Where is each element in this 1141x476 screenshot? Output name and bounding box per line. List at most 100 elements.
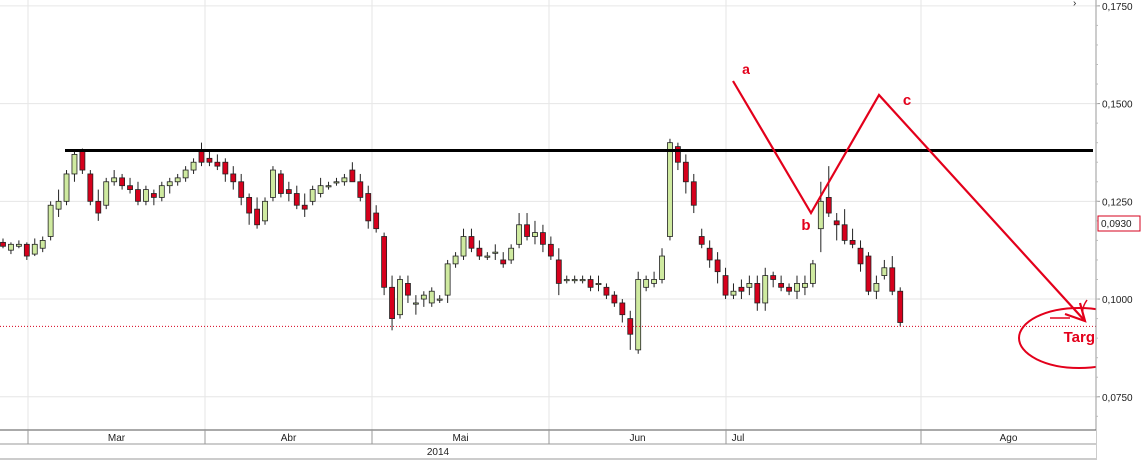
- candle-body: [508, 247, 515, 261]
- candle-body: [325, 185, 332, 188]
- candle-body: [460, 236, 467, 257]
- candle-body: [555, 259, 562, 284]
- candle-body: [452, 255, 459, 265]
- candle-body: [873, 283, 880, 292]
- candle-body: [206, 157, 213, 163]
- month-label: Mai: [452, 433, 468, 444]
- candle-body: [849, 240, 856, 245]
- candle-body: [301, 204, 308, 210]
- candle-body: [103, 181, 110, 206]
- candle-body: [381, 236, 388, 288]
- y-axis: 0,0750 0,1000 0,1250 0,1500 0,1750: [1096, 2, 1133, 417]
- candle-body: [357, 181, 364, 198]
- candle-body: [540, 232, 546, 245]
- last-price-box: [1097, 215, 1141, 232]
- candle-body: [15, 243, 22, 247]
- y-axis-background: [1096, 0, 1141, 476]
- candle-body: [738, 286, 745, 292]
- candle-body: [143, 189, 149, 202]
- candle-body: [349, 169, 356, 183]
- candle-body: [659, 255, 665, 280]
- candle-body: [675, 146, 681, 163]
- candle-body: [39, 240, 46, 249]
- candle-body: [778, 283, 785, 288]
- wave-path: [732, 80, 1086, 322]
- candle-body: [317, 185, 324, 194]
- grid: [0, 0, 1096, 430]
- candle-body: [214, 161, 221, 167]
- candle-body: [198, 150, 205, 163]
- candle-body: [277, 173, 284, 194]
- candle-body: [405, 283, 411, 296]
- candle-body: [8, 243, 14, 251]
- candle-body: [182, 169, 189, 179]
- candle-body: [682, 161, 689, 183]
- candle-body: [190, 161, 197, 171]
- candle-body: [397, 279, 403, 316]
- candle-body: [262, 200, 268, 222]
- candle-body: [47, 204, 54, 237]
- candle-body: [579, 279, 586, 282]
- candle-body: [786, 286, 792, 292]
- candle-body: [31, 243, 38, 255]
- candle-body: [516, 224, 522, 245]
- annotation-label-c: c: [903, 92, 911, 109]
- candle-body: [285, 189, 292, 194]
- candle-body: [897, 290, 904, 323]
- month-label: Abr: [281, 433, 297, 444]
- candle-body: [0, 241, 6, 247]
- candle-body: [444, 263, 451, 296]
- month-label: Ago: [1000, 433, 1018, 444]
- candle-body: [79, 150, 86, 171]
- candle-body: [222, 161, 229, 175]
- candle-body: [166, 181, 173, 187]
- candle-body: [667, 142, 673, 237]
- candle-body: [468, 236, 475, 249]
- candle-body: [571, 279, 578, 282]
- candle-body: [135, 189, 141, 202]
- candle-body: [492, 251, 499, 254]
- candle-body: [714, 259, 721, 273]
- month-label: Jun: [629, 433, 645, 444]
- y-tick-label: 0,1750: [1102, 2, 1133, 13]
- candle-body: [809, 263, 816, 284]
- annotation-label-b: b: [801, 217, 810, 234]
- candle-body: [547, 243, 554, 257]
- candle-body: [87, 173, 94, 202]
- candle-body: [611, 294, 618, 304]
- candle-body: [341, 177, 348, 183]
- candle-body: [23, 243, 30, 257]
- candle-body: [365, 193, 372, 222]
- candle-body: [333, 181, 340, 184]
- month-label: Jul: [732, 433, 745, 444]
- candle-body: [71, 154, 78, 175]
- candle-body: [174, 177, 181, 183]
- candle-body: [420, 294, 427, 300]
- candle-body: [524, 224, 530, 237]
- x-axis: Mar Abr Mai Jun Jul Ago 2014: [0, 429, 1096, 476]
- candle-body: [754, 283, 761, 304]
- last-price-label: 0,0930: [1101, 219, 1132, 230]
- candle-body: [412, 302, 419, 305]
- candle-body: [563, 279, 570, 282]
- candle-body: [238, 181, 245, 198]
- candle-body: [889, 267, 896, 292]
- candle-body: [476, 247, 483, 257]
- candle-body: [635, 279, 642, 351]
- y-tick-label: 0,0750: [1102, 393, 1133, 404]
- candle-body: [762, 275, 769, 304]
- candle-body: [55, 200, 62, 210]
- year-label: 2014: [427, 447, 450, 458]
- candle-body: [722, 275, 729, 296]
- x-axis-background: [0, 430, 1096, 476]
- y-tick-label: 0,1250: [1102, 197, 1133, 208]
- candle-body: [532, 232, 538, 237]
- candle-body: [428, 290, 435, 304]
- candle-body: [150, 193, 157, 198]
- candles: [0, 138, 904, 354]
- candle-body: [158, 185, 165, 198]
- annotation-label-a: a: [742, 61, 750, 77]
